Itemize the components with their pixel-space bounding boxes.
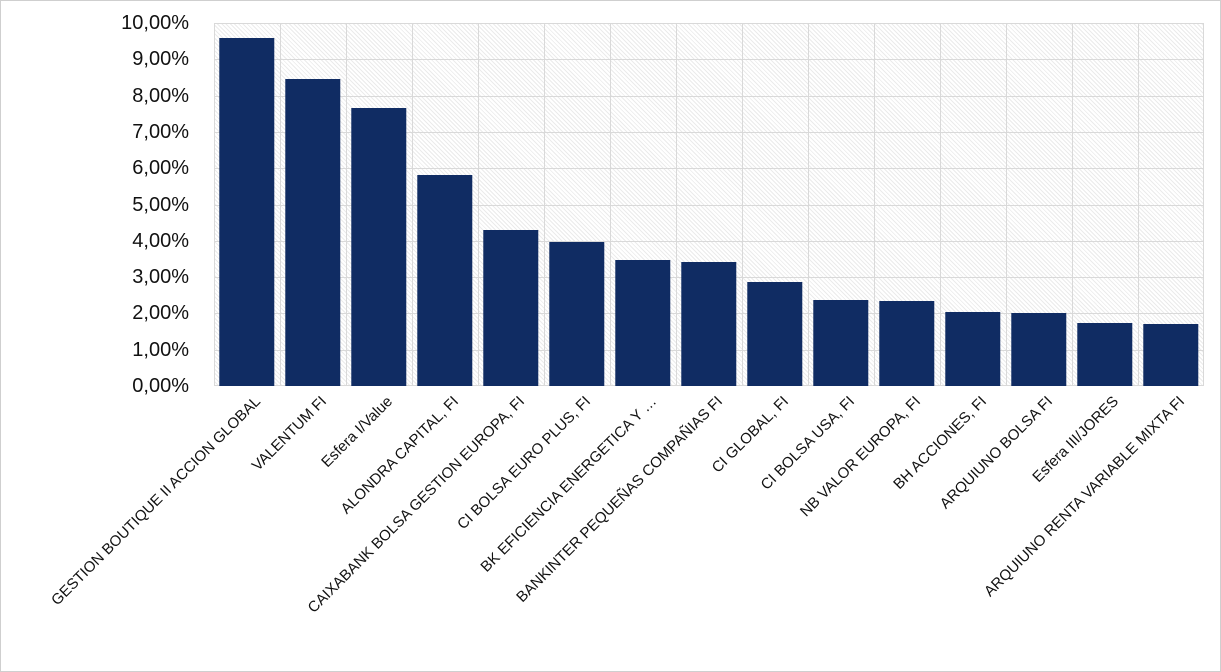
y-axis-tick-label: 2,00% <box>132 302 189 324</box>
gridline-vertical <box>1072 23 1073 386</box>
y-axis-tick-label: 5,00% <box>132 194 189 216</box>
bar-CI BOLSA USA, FI <box>813 299 869 386</box>
x-axis-tick-label: ARQUIUNO BOLSA FI <box>936 393 1057 513</box>
gridline-vertical <box>280 23 281 386</box>
bar-slot <box>346 23 412 386</box>
gridline-vertical <box>1006 23 1007 386</box>
y-axis-tick-label: 1,00% <box>132 339 189 361</box>
bar-slot <box>544 23 610 386</box>
bar-ARQUIUNO BOLSA FI <box>1011 312 1067 386</box>
gridline-horizontal <box>214 205 1204 206</box>
plot-area <box>214 23 1204 386</box>
x-axis-tick-label: NB VALOR EUROPA, FI <box>796 393 925 521</box>
gridline-vertical <box>478 23 479 386</box>
gridline-vertical <box>544 23 545 386</box>
gridline-horizontal <box>214 59 1204 60</box>
y-axis-tick-label: 4,00% <box>132 230 189 252</box>
bar-BH ACCIONES, FI <box>945 311 1001 386</box>
bar-BK EFICIENCIA ENERGETICA Y … <box>615 260 671 386</box>
gridline-vertical <box>346 23 347 386</box>
bar-slot <box>1138 23 1204 386</box>
y-axis-tick-label: 8,00% <box>132 85 189 107</box>
gridline-horizontal <box>214 132 1204 133</box>
gridline-horizontal <box>214 241 1204 242</box>
bar-NB VALOR EUROPA, FI <box>879 300 935 386</box>
bar-slot <box>676 23 742 386</box>
bar-slot <box>610 23 676 386</box>
bar-ALONDRA CAPITAL, FI <box>417 175 473 386</box>
bar-Esfera I/Value <box>351 107 407 386</box>
bar-slot <box>214 23 280 386</box>
y-axis-tick-label: 0,00% <box>132 375 189 397</box>
y-axis-tick-label: 10,00% <box>121 12 189 34</box>
bar-BANKINTER PEQUEÑAS COMPAÑIAS FI <box>681 262 737 386</box>
bar-ARQUIUNO RENTA VARIABLE MIXTA FI <box>1143 324 1199 386</box>
gridline-vertical <box>214 23 215 386</box>
y-axis-tick-label: 6,00% <box>132 157 189 179</box>
gridline-vertical <box>742 23 743 386</box>
bar-VALENTUM FI <box>285 78 341 386</box>
y-axis-tick-label: 3,00% <box>132 266 189 288</box>
gridline-vertical <box>940 23 941 386</box>
y-axis-tick-label: 9,00% <box>132 48 189 70</box>
bar-CAIXABANK BOLSA GESTION EUROPA, FI <box>483 229 539 386</box>
x-axis-tick-label: CI BOLSA EURO PLUS, FI <box>454 393 595 533</box>
gridline-vertical <box>808 23 809 386</box>
bar-slot <box>1006 23 1072 386</box>
bar-slot <box>874 23 940 386</box>
gridline-vertical <box>1203 23 1204 386</box>
x-axis-tick-label: GESTION BOUTIQUE II ACCION GLOBAL <box>48 393 265 609</box>
gridline-vertical <box>1138 23 1139 386</box>
bar-Esfera III/JORES <box>1077 322 1133 386</box>
gridline-vertical <box>676 23 677 386</box>
bar-slot <box>940 23 1006 386</box>
gridline-vertical <box>412 23 413 386</box>
gridline-horizontal <box>214 23 1204 24</box>
bar-slot <box>412 23 478 386</box>
gridline-vertical <box>610 23 611 386</box>
y-axis-tick-label: 7,00% <box>132 121 189 143</box>
bar-CI BOLSA EURO PLUS, FI <box>549 242 605 386</box>
x-axis-tick-label: ALONDRA CAPITAL, FI <box>337 393 463 518</box>
bar-CI GLOBAL, FI <box>747 282 803 386</box>
gridline-horizontal <box>214 96 1204 97</box>
bar-GESTION BOUTIQUE II ACCION GLOBAL <box>219 38 275 386</box>
bar-slot <box>808 23 874 386</box>
bar-slot <box>1072 23 1138 386</box>
bar-slot <box>478 23 544 386</box>
bar-slot <box>280 23 346 386</box>
gridline-vertical <box>874 23 875 386</box>
bar-slot <box>742 23 808 386</box>
gridline-horizontal <box>214 168 1204 169</box>
